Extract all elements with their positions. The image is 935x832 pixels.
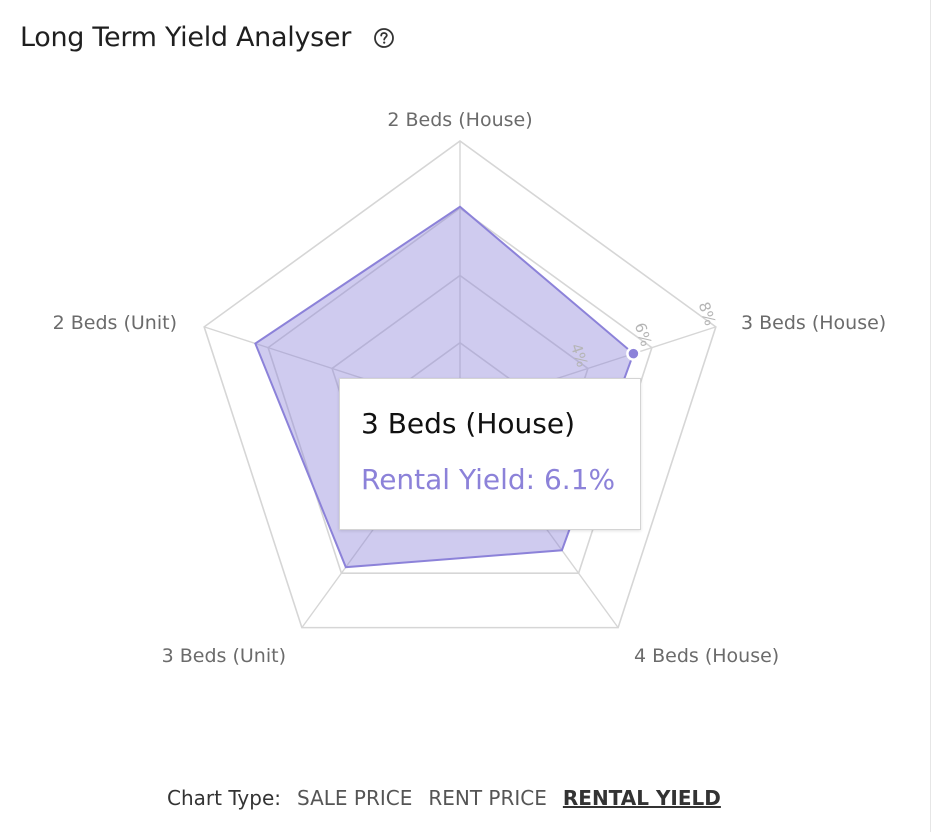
axis-label: 3 Beds (House) — [741, 312, 886, 334]
chart-tooltip: 3 Beds (House) Rental Yield: 6.1% — [339, 378, 641, 530]
panel-right-border — [930, 0, 931, 832]
chart-type-sale-price[interactable]: SALE PRICE — [297, 786, 413, 810]
axis-label: 4 Beds (House) — [634, 645, 779, 667]
chart-type-label: Chart Type: — [167, 786, 281, 810]
axis-label: 3 Beds (Unit) — [162, 645, 286, 667]
grid-ring-1 — [203, 140, 717, 629]
highlighted-point[interactable] — [626, 346, 641, 361]
tick-label: 6% — [631, 320, 655, 348]
tick-label: 8% — [695, 300, 719, 328]
tooltip-value: Rental Yield: 6.1% — [361, 463, 616, 496]
chart-type-rental-yield[interactable]: RENTAL YIELD — [562, 786, 721, 810]
axis-label: 2 Beds (Unit) — [53, 312, 177, 334]
axis-label: 2 Beds (House) — [387, 109, 532, 131]
question-circle-icon[interactable] — [373, 27, 395, 49]
grid-ring-2 — [267, 207, 653, 575]
header: Long Term Yield Analyser — [20, 22, 395, 53]
chart-type-rent-price[interactable]: RENT PRICE — [428, 786, 547, 810]
chart-type-selector: Chart Type: SALE PRICE RENT PRICE RENTAL… — [167, 786, 721, 810]
page-title: Long Term Yield Analyser — [20, 22, 351, 53]
tooltip-title: 3 Beds (House) — [361, 407, 576, 440]
axis-label-layer: 2 Beds (House) 3 Beds (House) 4 Beds (Hous… — [53, 109, 887, 667]
point-layer — [626, 346, 641, 361]
